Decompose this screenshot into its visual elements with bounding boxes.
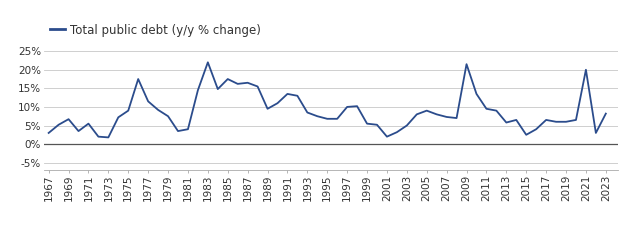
Legend: Total public debt (y/y % change): Total public debt (y/y % change): [49, 24, 261, 37]
